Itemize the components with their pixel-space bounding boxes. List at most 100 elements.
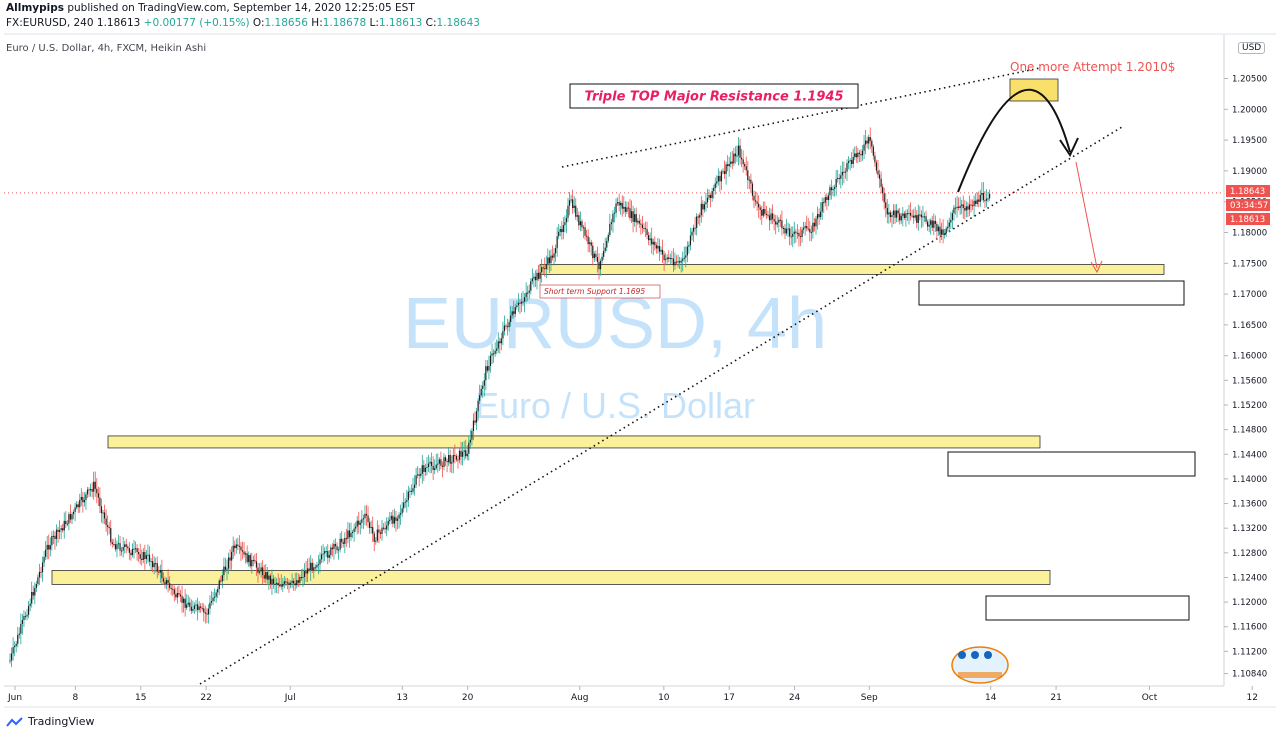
candle-body bbox=[644, 228, 647, 230]
candle-body bbox=[254, 560, 256, 562]
candle-body bbox=[609, 224, 611, 235]
candle-body bbox=[283, 581, 285, 584]
publish-info: published on TradingView.com, September … bbox=[67, 2, 415, 14]
candle-body bbox=[610, 222, 612, 225]
candle-body bbox=[26, 614, 28, 617]
candle-body bbox=[165, 579, 168, 585]
candle-body bbox=[803, 227, 805, 230]
candle-body bbox=[827, 195, 829, 200]
candle-body bbox=[641, 224, 643, 229]
candle-body bbox=[517, 302, 519, 306]
candle-body bbox=[97, 493, 99, 498]
candle-body bbox=[578, 215, 580, 226]
candle-body bbox=[603, 250, 605, 257]
candle-body bbox=[720, 171, 723, 182]
price-tick-label: 1.17000 bbox=[1232, 290, 1267, 300]
candle-body bbox=[229, 557, 231, 561]
candle-body bbox=[987, 198, 989, 200]
candle-body bbox=[852, 157, 854, 164]
candle-body bbox=[844, 171, 847, 173]
candle-body bbox=[136, 548, 138, 553]
candle-body bbox=[522, 301, 524, 303]
candle-body bbox=[871, 140, 873, 147]
candle-body bbox=[505, 325, 507, 327]
candle-body bbox=[624, 206, 626, 212]
candle-body bbox=[570, 199, 572, 201]
candle-body bbox=[579, 221, 581, 226]
candle-body bbox=[10, 653, 13, 661]
candle-body bbox=[113, 543, 115, 545]
candle-body bbox=[606, 240, 608, 248]
candle-body bbox=[944, 233, 946, 235]
candle-body bbox=[930, 220, 932, 225]
candle-body bbox=[328, 555, 330, 558]
candle-body bbox=[155, 563, 157, 565]
candle-body bbox=[404, 501, 406, 503]
low-value: 1.18613 bbox=[378, 17, 423, 29]
candle-body bbox=[331, 547, 333, 550]
candle-body bbox=[942, 229, 944, 235]
emblem-bar bbox=[958, 672, 1002, 678]
candle-body bbox=[799, 236, 802, 238]
candle-body bbox=[759, 207, 761, 210]
candle-body bbox=[920, 214, 922, 218]
price-tick-label: 1.10840 bbox=[1232, 670, 1267, 680]
candle-body bbox=[362, 518, 364, 520]
candle-body bbox=[370, 526, 372, 528]
candle-body bbox=[390, 515, 392, 520]
candle-body bbox=[855, 153, 857, 158]
candle-body bbox=[821, 202, 823, 212]
candle-body bbox=[31, 592, 33, 604]
candle-body bbox=[908, 212, 910, 214]
candle-body bbox=[837, 178, 839, 180]
currency-badge[interactable]: USD bbox=[1238, 42, 1266, 54]
candle-body bbox=[816, 214, 819, 219]
time-tick-label: Sep bbox=[861, 693, 878, 703]
candle-body bbox=[333, 543, 335, 550]
candle-body bbox=[431, 461, 433, 466]
candle-body bbox=[133, 548, 135, 550]
candle-body bbox=[753, 195, 755, 201]
candle-body bbox=[851, 160, 853, 164]
candle-body bbox=[334, 543, 337, 547]
candle-body bbox=[69, 514, 72, 520]
candle-body bbox=[558, 231, 560, 237]
candle-body bbox=[595, 253, 597, 258]
author-name[interactable]: Allmypips bbox=[6, 2, 64, 14]
candle-body bbox=[462, 451, 464, 457]
candle-body bbox=[472, 420, 475, 431]
candle-body bbox=[697, 216, 699, 218]
candle-body bbox=[90, 489, 92, 491]
candle-body bbox=[128, 548, 130, 553]
candle-body bbox=[885, 202, 887, 208]
candle-body bbox=[79, 500, 81, 508]
candle-body bbox=[590, 242, 592, 246]
candle-body bbox=[387, 520, 389, 526]
candle-body bbox=[542, 267, 544, 269]
candle-body bbox=[407, 491, 409, 501]
candle-body bbox=[927, 221, 929, 227]
candle-body bbox=[279, 585, 281, 587]
candle-body bbox=[958, 206, 960, 208]
candle-body bbox=[392, 515, 394, 524]
candle-body bbox=[403, 502, 405, 509]
candle-body bbox=[406, 500, 408, 502]
candle-body bbox=[500, 338, 502, 344]
candle-body bbox=[288, 582, 290, 585]
price-tick-label: 1.13200 bbox=[1232, 524, 1267, 534]
footer-brand[interactable]: TradingView bbox=[28, 715, 95, 728]
candle-body bbox=[426, 466, 428, 468]
candle-body bbox=[458, 450, 461, 460]
candle-body bbox=[846, 163, 848, 172]
candle-body bbox=[282, 583, 284, 587]
candle-body bbox=[830, 187, 833, 191]
candle-body bbox=[305, 571, 307, 574]
candle-body bbox=[246, 553, 248, 563]
candle-body bbox=[768, 215, 771, 221]
candle-body bbox=[544, 268, 546, 270]
candle-body bbox=[713, 188, 715, 191]
candle-body bbox=[925, 216, 927, 222]
candle-body bbox=[531, 278, 533, 282]
candle-body bbox=[159, 570, 161, 573]
